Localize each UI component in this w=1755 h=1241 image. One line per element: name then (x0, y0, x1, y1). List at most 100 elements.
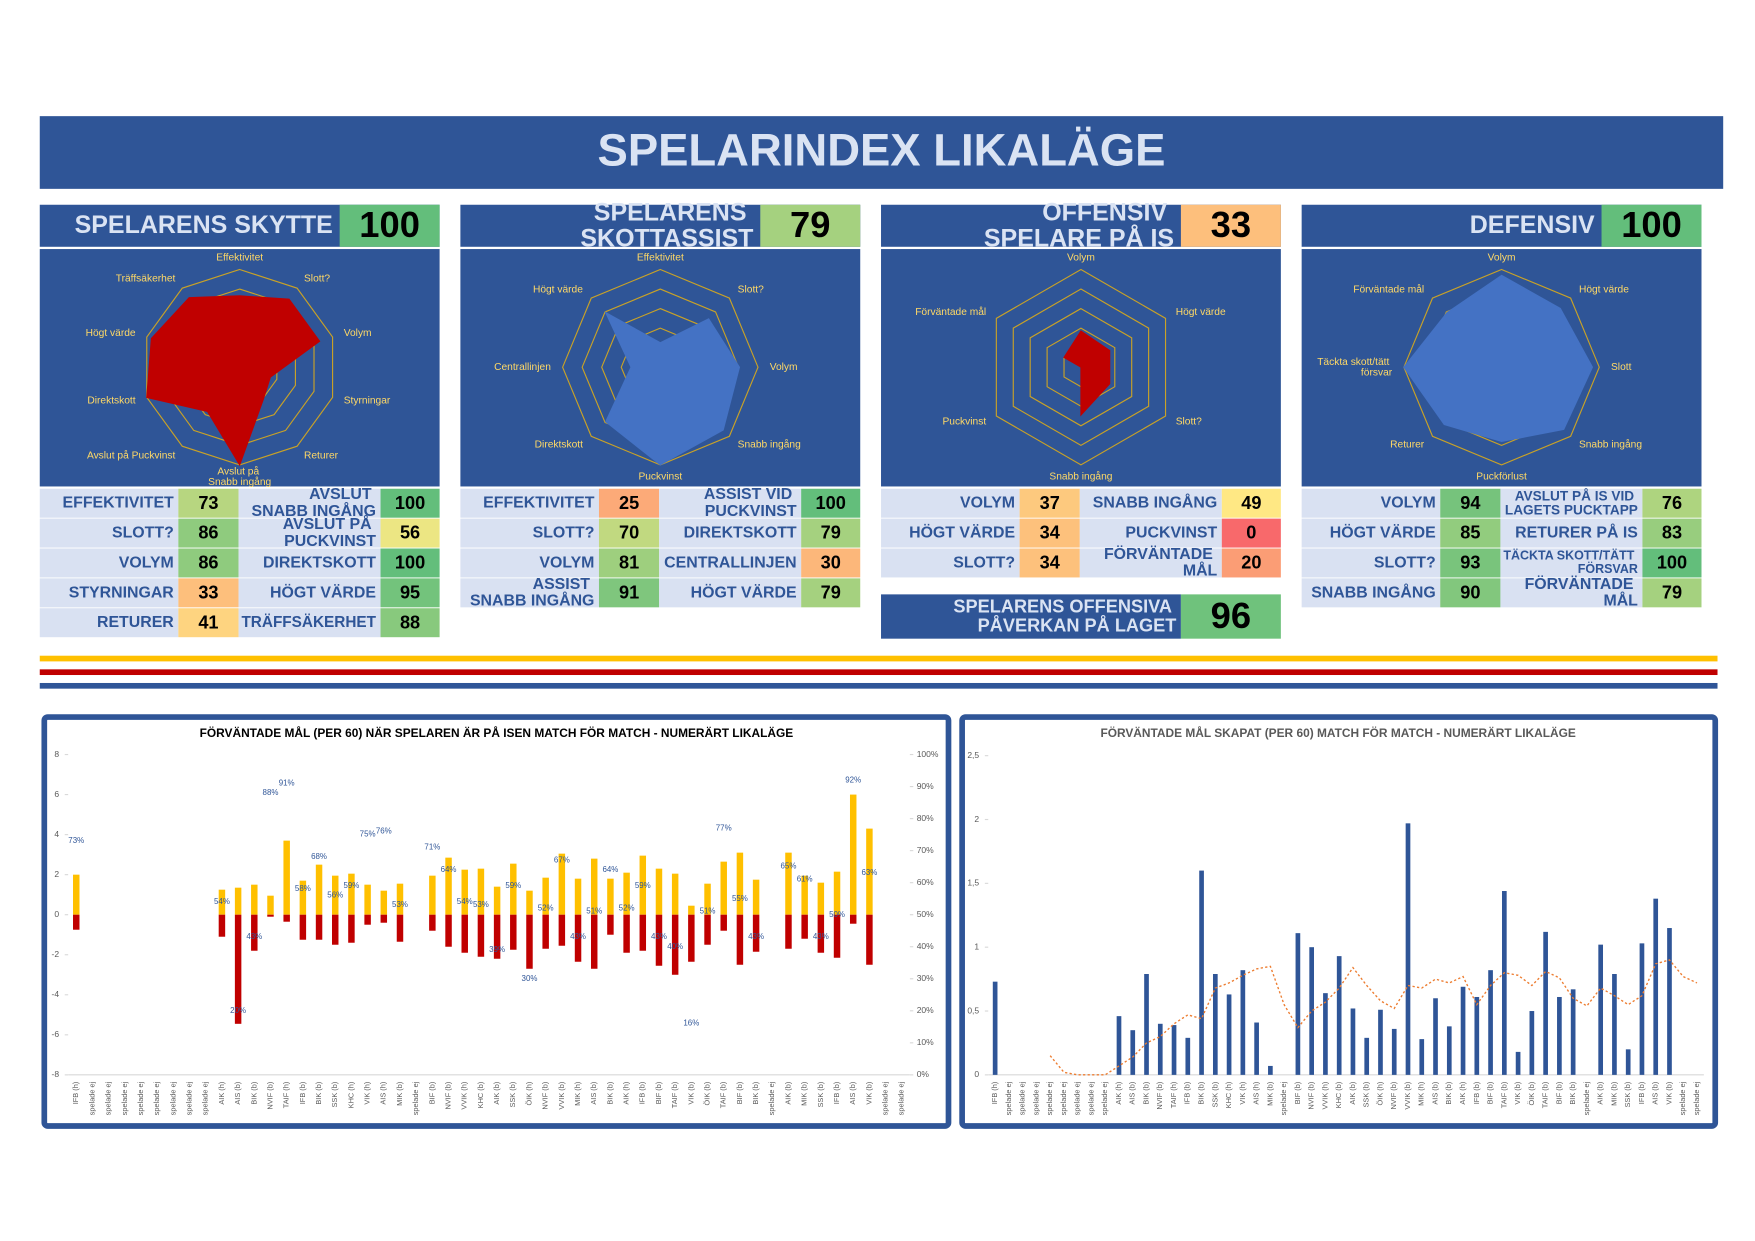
x-tick-label: spelade ej (87, 1081, 96, 1115)
x-tick-label: spelade ej (136, 1081, 145, 1115)
x-tick-label: spelade ej (1100, 1081, 1109, 1115)
bar (1529, 1011, 1535, 1075)
table-label: DIREKTSKOTT (263, 554, 376, 571)
table-value: 34 (1040, 553, 1060, 573)
x-tick-label: BIF (b) (427, 1082, 436, 1105)
data-label: 30% (522, 974, 538, 983)
data-label: 61% (797, 875, 813, 884)
table-label-cell (39, 518, 179, 548)
table-value: 83 (1662, 523, 1682, 543)
x-tick-label: NVIF (b) (1307, 1082, 1316, 1110)
x-tick-label: spelade ej (897, 1081, 906, 1115)
bar (364, 884, 371, 915)
table-value-cell (380, 608, 440, 638)
bar (380, 914, 388, 923)
bar (542, 877, 549, 915)
data-label: 63% (861, 868, 877, 877)
x-tick-label: TAIF (b) (1541, 1082, 1550, 1109)
x-tick-label: AIK (h) (1114, 1082, 1123, 1105)
table-label: HÖGT VÄRDE (1330, 523, 1436, 542)
x-tick-label: IFB (b) (298, 1082, 307, 1105)
x-tick-label: BIF (b) (1293, 1082, 1302, 1105)
bar (396, 914, 404, 942)
x-tick-label: MIK (h) (573, 1082, 582, 1106)
table-value-cell (1019, 518, 1080, 548)
x-tick-label: BIF (b) (1486, 1082, 1495, 1105)
table-value: 41 (198, 612, 218, 632)
bar (866, 914, 873, 965)
bar (1446, 1026, 1452, 1075)
x-tick-label: VVIK (h) (1320, 1082, 1329, 1110)
table-value: 100 (1657, 553, 1687, 573)
table-label-cell (460, 548, 599, 578)
radar-ring (995, 268, 1167, 466)
data-label: 54% (214, 897, 230, 906)
table-label-cell (238, 518, 381, 548)
x-tick-label: AIS (b) (848, 1082, 857, 1105)
x-tick-label: NVIF (b) (444, 1082, 453, 1110)
table-value: 100 (395, 493, 425, 513)
table-label-cell (39, 608, 179, 638)
x-tick-label: SSK (b) (1623, 1082, 1632, 1108)
y-tick-label: 30% (917, 973, 934, 983)
bar (671, 873, 679, 915)
table-value-cell (1642, 518, 1702, 548)
y-tick-label: 2 (54, 869, 59, 879)
data-label: 51% (586, 907, 602, 916)
data-label: 16% (683, 1019, 699, 1028)
table-label: ASSIST VID PUCKVINST (704, 486, 797, 520)
bar (429, 875, 436, 915)
x-tick-label: BIK (b) (1141, 1082, 1150, 1105)
table-label: FÖRVÄNTADE MÅL (1104, 544, 1218, 580)
x-tick-label: spelade ej (1692, 1081, 1701, 1115)
x-tick-label: spelade ej (152, 1081, 161, 1115)
bar (1185, 1037, 1191, 1075)
x-tick-label: spelade ej (1031, 1081, 1040, 1115)
x-tick-label: BIF (b) (735, 1082, 744, 1105)
bar (1350, 1008, 1356, 1075)
radar-axis-label: Volym (344, 328, 372, 339)
table-value-cell (380, 548, 440, 578)
x-tick-label: AIS (b) (589, 1082, 598, 1105)
data-label: 55% (732, 894, 748, 903)
bar (510, 863, 517, 915)
x-tick-label: TAIF (b) (670, 1082, 679, 1109)
table-label: SLOTT? (112, 525, 174, 542)
table-label: ASSIST SNABB INGÅNG (470, 576, 594, 610)
x-tick-label: ÖIK (h) (1375, 1082, 1384, 1106)
stripe (39, 669, 1718, 676)
table-value-cell (598, 518, 660, 548)
bar (1488, 970, 1493, 1075)
table-label-cell (460, 488, 599, 518)
radar-axis-label: Puckvinst (942, 417, 986, 428)
chart-title: FÖRVÄNTADE MÅL (PER 60) NÄR SPELAREN ÄR … (200, 725, 794, 740)
stripe (39, 682, 1718, 689)
bar (1295, 933, 1301, 1075)
bar (1543, 931, 1548, 1075)
data-label: 40% (667, 942, 683, 951)
bar (1625, 1049, 1631, 1075)
x-tick-label: SSK (b) (1210, 1082, 1219, 1108)
x-tick-label: IFB (b) (1637, 1082, 1646, 1105)
x-tick-label: IFB (b) (1472, 1082, 1481, 1105)
bar (704, 914, 711, 945)
bar (1157, 1023, 1163, 1075)
stripe (39, 655, 1718, 662)
table-label-cell (659, 488, 802, 518)
bar (348, 873, 355, 915)
data-label: 43% (813, 932, 829, 941)
radar-area (1403, 274, 1594, 443)
x-tick-label: VIK (b) (686, 1082, 695, 1105)
bar (1391, 1028, 1397, 1075)
x-tick-label: MIK (b) (1265, 1082, 1274, 1106)
data-label: 53% (473, 900, 489, 909)
table-value: 56 (400, 523, 420, 543)
table-label: FÖRVÄNTADE MÅL (1525, 574, 1639, 610)
table-value-cell (1221, 518, 1281, 548)
table-label-cell (238, 578, 381, 608)
table-label: RETURER PÅ IS (1515, 523, 1638, 542)
score-value: 100 (1621, 204, 1682, 245)
bar (801, 875, 808, 915)
y-tick-label: 2,5 (967, 750, 979, 760)
bar (1130, 1030, 1136, 1075)
